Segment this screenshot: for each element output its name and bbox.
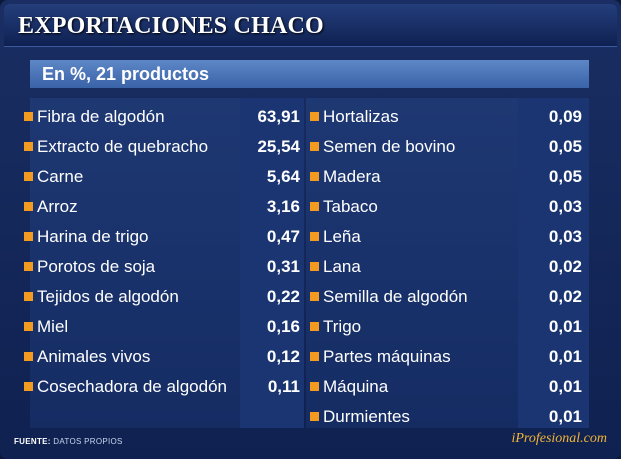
product-value: 0,05 [548,137,582,156]
bullet-square-icon [310,352,319,361]
table-row: Durmientes 0,01 [310,403,582,433]
table-row: Miel 0,16 [24,313,300,343]
product-value: 0,47 [266,227,300,246]
bullet-square-icon [310,142,319,151]
table-row: Tabaco 0,03 [310,193,582,223]
product-name: Madera [323,167,381,186]
product-name: Hortalizas [323,107,399,126]
product-name: Durmientes [323,407,410,426]
source-label: FUENTE: [14,437,51,446]
title-bar: EXPORTACIONES CHACO [4,4,617,47]
product-name: Partes máquinas [323,347,451,366]
product-value: 0,03 [548,197,582,216]
product-name: Harina de trigo [37,227,149,246]
table-row: Porotos de soja 0,31 [24,253,300,283]
product-value: 0,22 [266,287,300,306]
bullet-square-icon [310,382,319,391]
page-title: EXPORTACIONES CHACO [18,13,324,39]
product-value: 25,54 [257,137,300,156]
product-value: 0,03 [548,227,582,246]
product-value: 0,01 [548,407,582,426]
product-value: 0,01 [548,317,582,336]
bullet-square-icon [24,112,33,121]
source-note: FUENTE: DATOS PROPIOS [14,437,123,446]
product-name: Máquina [323,377,389,396]
bullet-square-icon [310,202,319,211]
table-row: Partes máquinas 0,01 [310,343,582,373]
table-row: Lana 0,02 [310,253,582,283]
bullet-square-icon [24,142,33,151]
table-row: Hortalizas 0,09 [310,103,582,133]
table-row: Harina de trigo 0,47 [24,223,300,253]
product-value: 0,02 [548,257,582,276]
product-name: Tabaco [323,197,378,216]
product-name: Leña [323,227,361,246]
product-name: Semilla de algodón [323,287,468,306]
table-row: Madera 0,05 [310,163,582,193]
table-row: Máquina 0,01 [310,373,582,403]
table-row: Carne 5,64 [24,163,300,193]
product-value: 3,16 [266,197,300,216]
table-row: Tejidos de algodón 0,22 [24,283,300,313]
table-row: Semilla de algodón 0,02 [310,283,582,313]
product-name: Porotos de soja [37,257,156,276]
bullet-square-icon [310,172,319,181]
table-row: Trigo 0,01 [310,313,582,343]
bullet-square-icon [24,352,33,361]
product-name: Miel [37,317,69,336]
product-value: 0,31 [266,257,300,276]
product-name: Trigo [323,317,362,336]
bullet-square-icon [310,112,319,121]
product-value: 0,11 [267,377,300,396]
left-values-column [240,98,304,428]
product-name: Arroz [37,197,78,216]
product-value: 0,12 [266,347,300,366]
bullet-square-icon [24,262,33,271]
product-value: 0,01 [548,347,582,366]
bullet-square-icon [310,412,319,421]
right-names-column [306,98,518,428]
product-value: 5,64 [266,167,300,186]
bullet-square-icon [310,262,319,271]
bullet-square-icon [310,232,319,241]
product-name: Animales vivos [37,347,151,366]
table-row: Animales vivos 0,12 [24,343,300,373]
brand-logo: iProfesional.com [511,431,607,446]
product-name: Extracto de quebracho [37,137,209,156]
subtitle-bar: En %, 21 productos [30,60,589,88]
table-row: Fibra de algodón 63,91 [24,103,300,133]
product-value: 0,16 [266,317,300,336]
left-names-column [30,98,240,428]
table-row: Semen de bovino 0,05 [310,133,582,163]
product-value: 0,05 [548,167,582,186]
bullet-square-icon [310,292,319,301]
product-value: 0,02 [548,287,582,306]
product-value: 0,09 [548,107,582,126]
right-values-column [518,98,589,428]
bullet-square-icon [24,232,33,241]
subtitle: En %, 21 productos [42,64,210,84]
table-row: Leña 0,03 [310,223,582,253]
bullet-square-icon [24,322,33,331]
product-name: Carne [37,167,84,186]
bullet-square-icon [24,382,33,391]
bullet-square-icon [24,292,33,301]
product-value: 63,91 [257,107,300,126]
bullet-square-icon [310,322,319,331]
product-name: Semen de bovino [323,137,456,156]
product-value: 0,01 [548,377,582,396]
product-name: Lana [323,257,361,276]
table-row: Extracto de quebracho 25,54 [24,133,300,163]
table-row: Arroz 3,16 [24,193,300,223]
product-name: Tejidos de algodón [37,287,179,306]
bullet-square-icon [24,172,33,181]
table-row: Cosechadora de algodón 0,11 [24,373,300,403]
product-name: Fibra de algodón [37,107,165,126]
bullet-square-icon [24,202,33,211]
product-name: Cosechadora de algodón [37,377,227,396]
source-text: DATOS PROPIOS [53,437,123,446]
